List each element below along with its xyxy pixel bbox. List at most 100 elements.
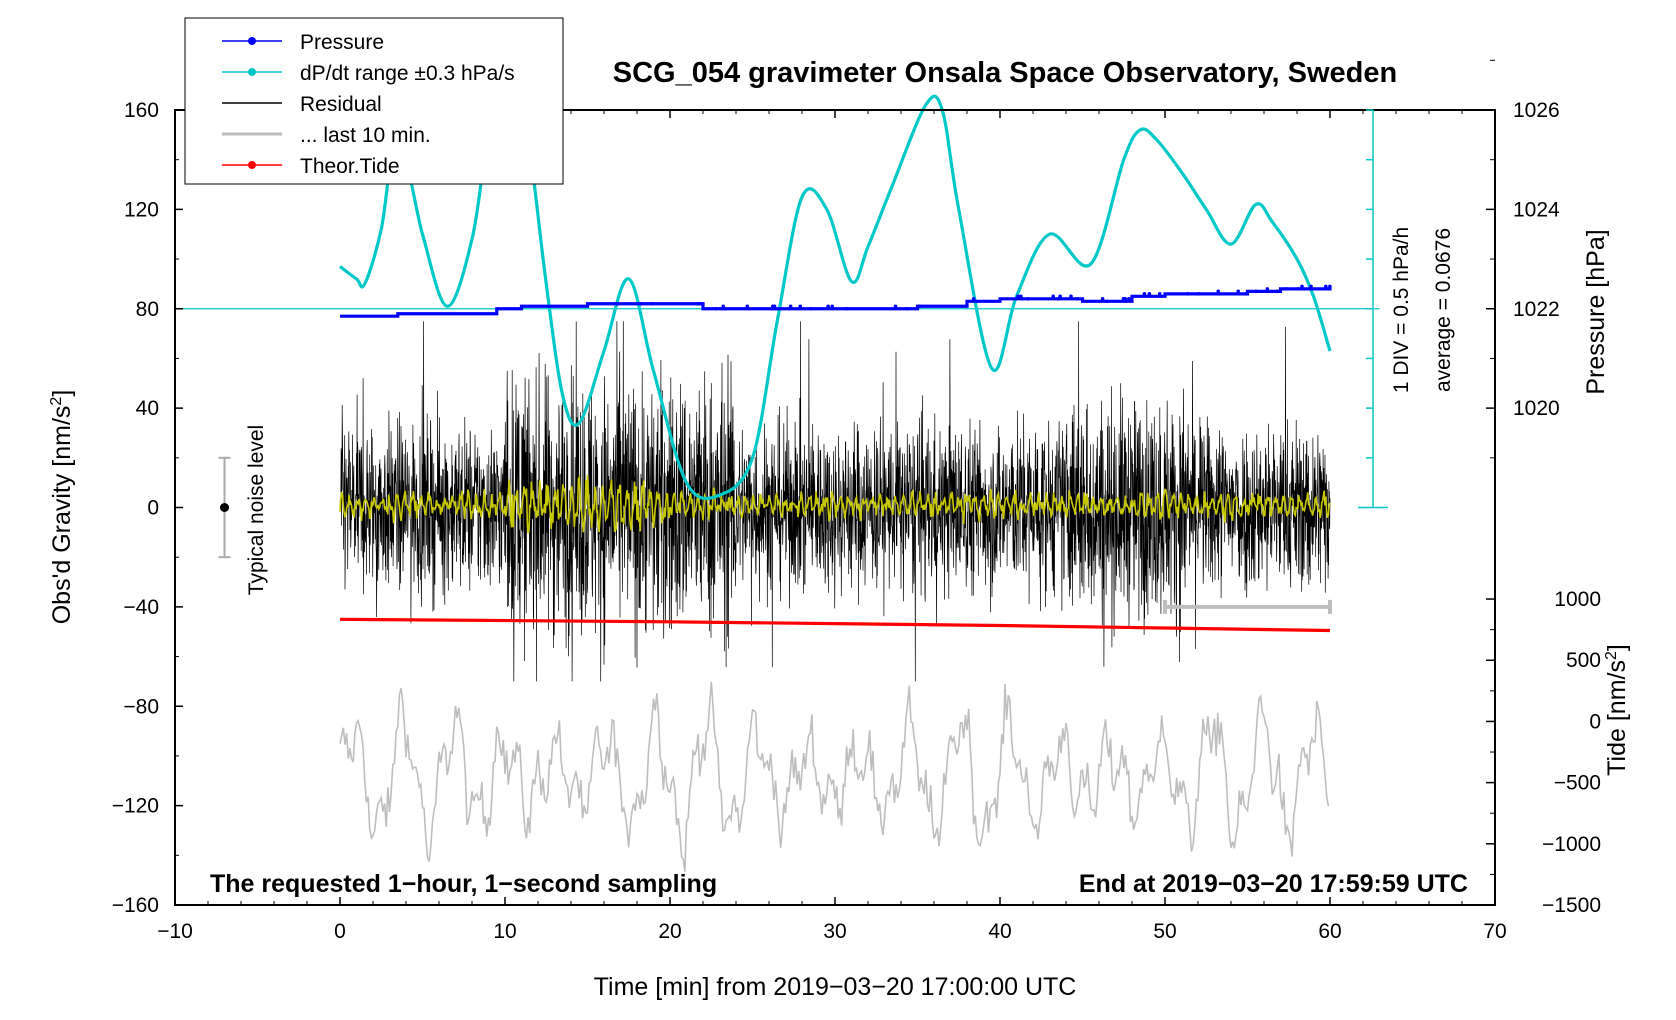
y-tick-label: 40 [136,397,159,420]
pressure-trace [340,286,1332,318]
pressure-point [773,306,778,311]
legend-marker [248,37,256,45]
noise-label: Typical noise level [245,425,268,595]
y-tick-label: 80 [136,298,159,321]
pressure-point [844,306,849,311]
pressure-point [1105,299,1109,304]
x-tick-label: 50 [1153,920,1176,943]
tide-tick-label: 1000 [1554,588,1601,611]
y-axis-gravity-label: Obs'd Gravity [nm/s2] [48,390,76,625]
legend-label: dP/dt range ±0.3 hPa/s [300,62,515,85]
pressure-point [1026,297,1030,301]
x-tick-label: 10 [493,920,516,943]
pressure-point [971,297,976,301]
pressure-point [1127,297,1131,301]
pressure-point [650,301,655,306]
x-axis-label: Time [min] from 2019−03−20 17:00:00 UTC [594,973,1077,1001]
pressure-point [1244,292,1248,296]
noise-center-dot [220,503,229,512]
y-tick-label: −120 [112,795,159,818]
y-tick-label: 0 [147,497,159,520]
x-tick-label: 30 [823,920,846,943]
pressure-point [770,304,775,309]
pressure-point [1051,294,1056,299]
x-tick-label: 70 [1483,920,1506,943]
pressure-point [1328,284,1332,289]
pressure-point [1123,297,1128,301]
pressure-point [1100,297,1105,301]
dpdt-average-label: average = 0.0676 [1432,228,1455,392]
tide-tick-label: 500 [1566,649,1601,672]
pressure-point [905,306,910,311]
pressure-tick-label: 1020 [1513,397,1560,420]
pressure-tick-label: 1024 [1513,198,1560,221]
annotation-end-time: End at 2019−03−20 17:59:59 UTC [1079,870,1468,898]
y-tick-label: −80 [123,695,159,718]
pressure-point [826,304,830,309]
tide-tick-label: −500 [1554,772,1601,795]
legend-marker [248,68,256,76]
pressure-point [917,304,922,309]
pressure-point [1058,294,1062,299]
legend-label: Theor.Tide [300,155,400,178]
pressure-point [714,306,718,311]
pressure-point [1324,284,1328,289]
pressure-point [788,304,793,309]
pressure-point [615,301,620,306]
pressure-point [1284,287,1289,291]
y-tick-label: 160 [124,99,159,122]
chart-title: SCG_054 gravimeter Onsala Space Observat… [613,57,1397,89]
pressure-point [1196,292,1201,296]
annotation-sampling: The requested 1−hour, 1−second sampling [210,870,717,898]
pressure-point [1217,292,1221,296]
y-axis-gravity: −160 −120 −80 −40 0 40 80 120 160 [112,99,183,917]
legend-label: Residual [300,93,382,116]
dpdt-scale-label: 1 DIV = 0.5 hPa/h [1390,227,1413,393]
pressure-point [639,301,643,306]
pressure-point [723,306,728,311]
y-tick-label: −40 [123,596,159,619]
pressure-point [1265,287,1270,291]
residual-trace [339,321,1331,682]
y-tick-label: −160 [112,894,159,917]
pressure-point [1237,292,1241,296]
pressure-point [1069,294,1073,299]
legend-label: Pressure [300,31,384,54]
pressure-point [1129,297,1134,301]
y-axis-pressure: 1020 1022 1024 1026 [1486,59,1560,459]
legend: Pressure dP/dt range ±0.3 hPa/s Residual..… [184,17,564,185]
pressure-point [1075,297,1080,301]
x-tick-label: 60 [1318,920,1341,943]
x-tick-label: 40 [988,920,1011,943]
pressure-point [1147,292,1152,296]
pressure-point [1254,289,1258,294]
dpdt-curve [339,33,1332,501]
tide-tick-label: 0 [1589,710,1601,733]
pressure-point [1142,292,1147,296]
tide-tick-label: −1500 [1542,894,1601,917]
last-10-min-trace [339,681,1330,873]
y-axis-pressure-label: Pressure [hPa] [1582,229,1610,394]
pressure-tick-label: 1026 [1513,99,1560,122]
pressure-point [1300,284,1304,289]
pressure-point [830,304,835,309]
theoretical-tide-trace [339,617,1331,633]
pressure-tick-label: 1022 [1513,298,1560,321]
pressure-point [745,304,750,309]
pressure-point [1056,297,1061,301]
y-axis-tide: 1000 500 0 −500 −1000 −1500 [1486,588,1601,917]
x-tick-label: 20 [658,920,681,943]
dpdt-scale: 1 DIV = 0.5 hPa/h average = 0.0676 [1358,109,1455,509]
pressure-point [1296,287,1300,291]
pressure-point [1309,284,1313,289]
noise-indicator: Typical noise level [218,425,268,595]
pressure-point [1019,294,1023,299]
tide-tick-label: −1000 [1542,833,1601,856]
pressure-point [1185,292,1190,296]
x-tick-label: −10 [157,920,193,943]
y-axis-tide-label: Tide [nm/s2] [1603,644,1631,776]
pressure-point [809,306,813,311]
pressure-point [893,304,898,309]
pressure-point [1157,292,1162,296]
pressure-point [721,304,726,309]
